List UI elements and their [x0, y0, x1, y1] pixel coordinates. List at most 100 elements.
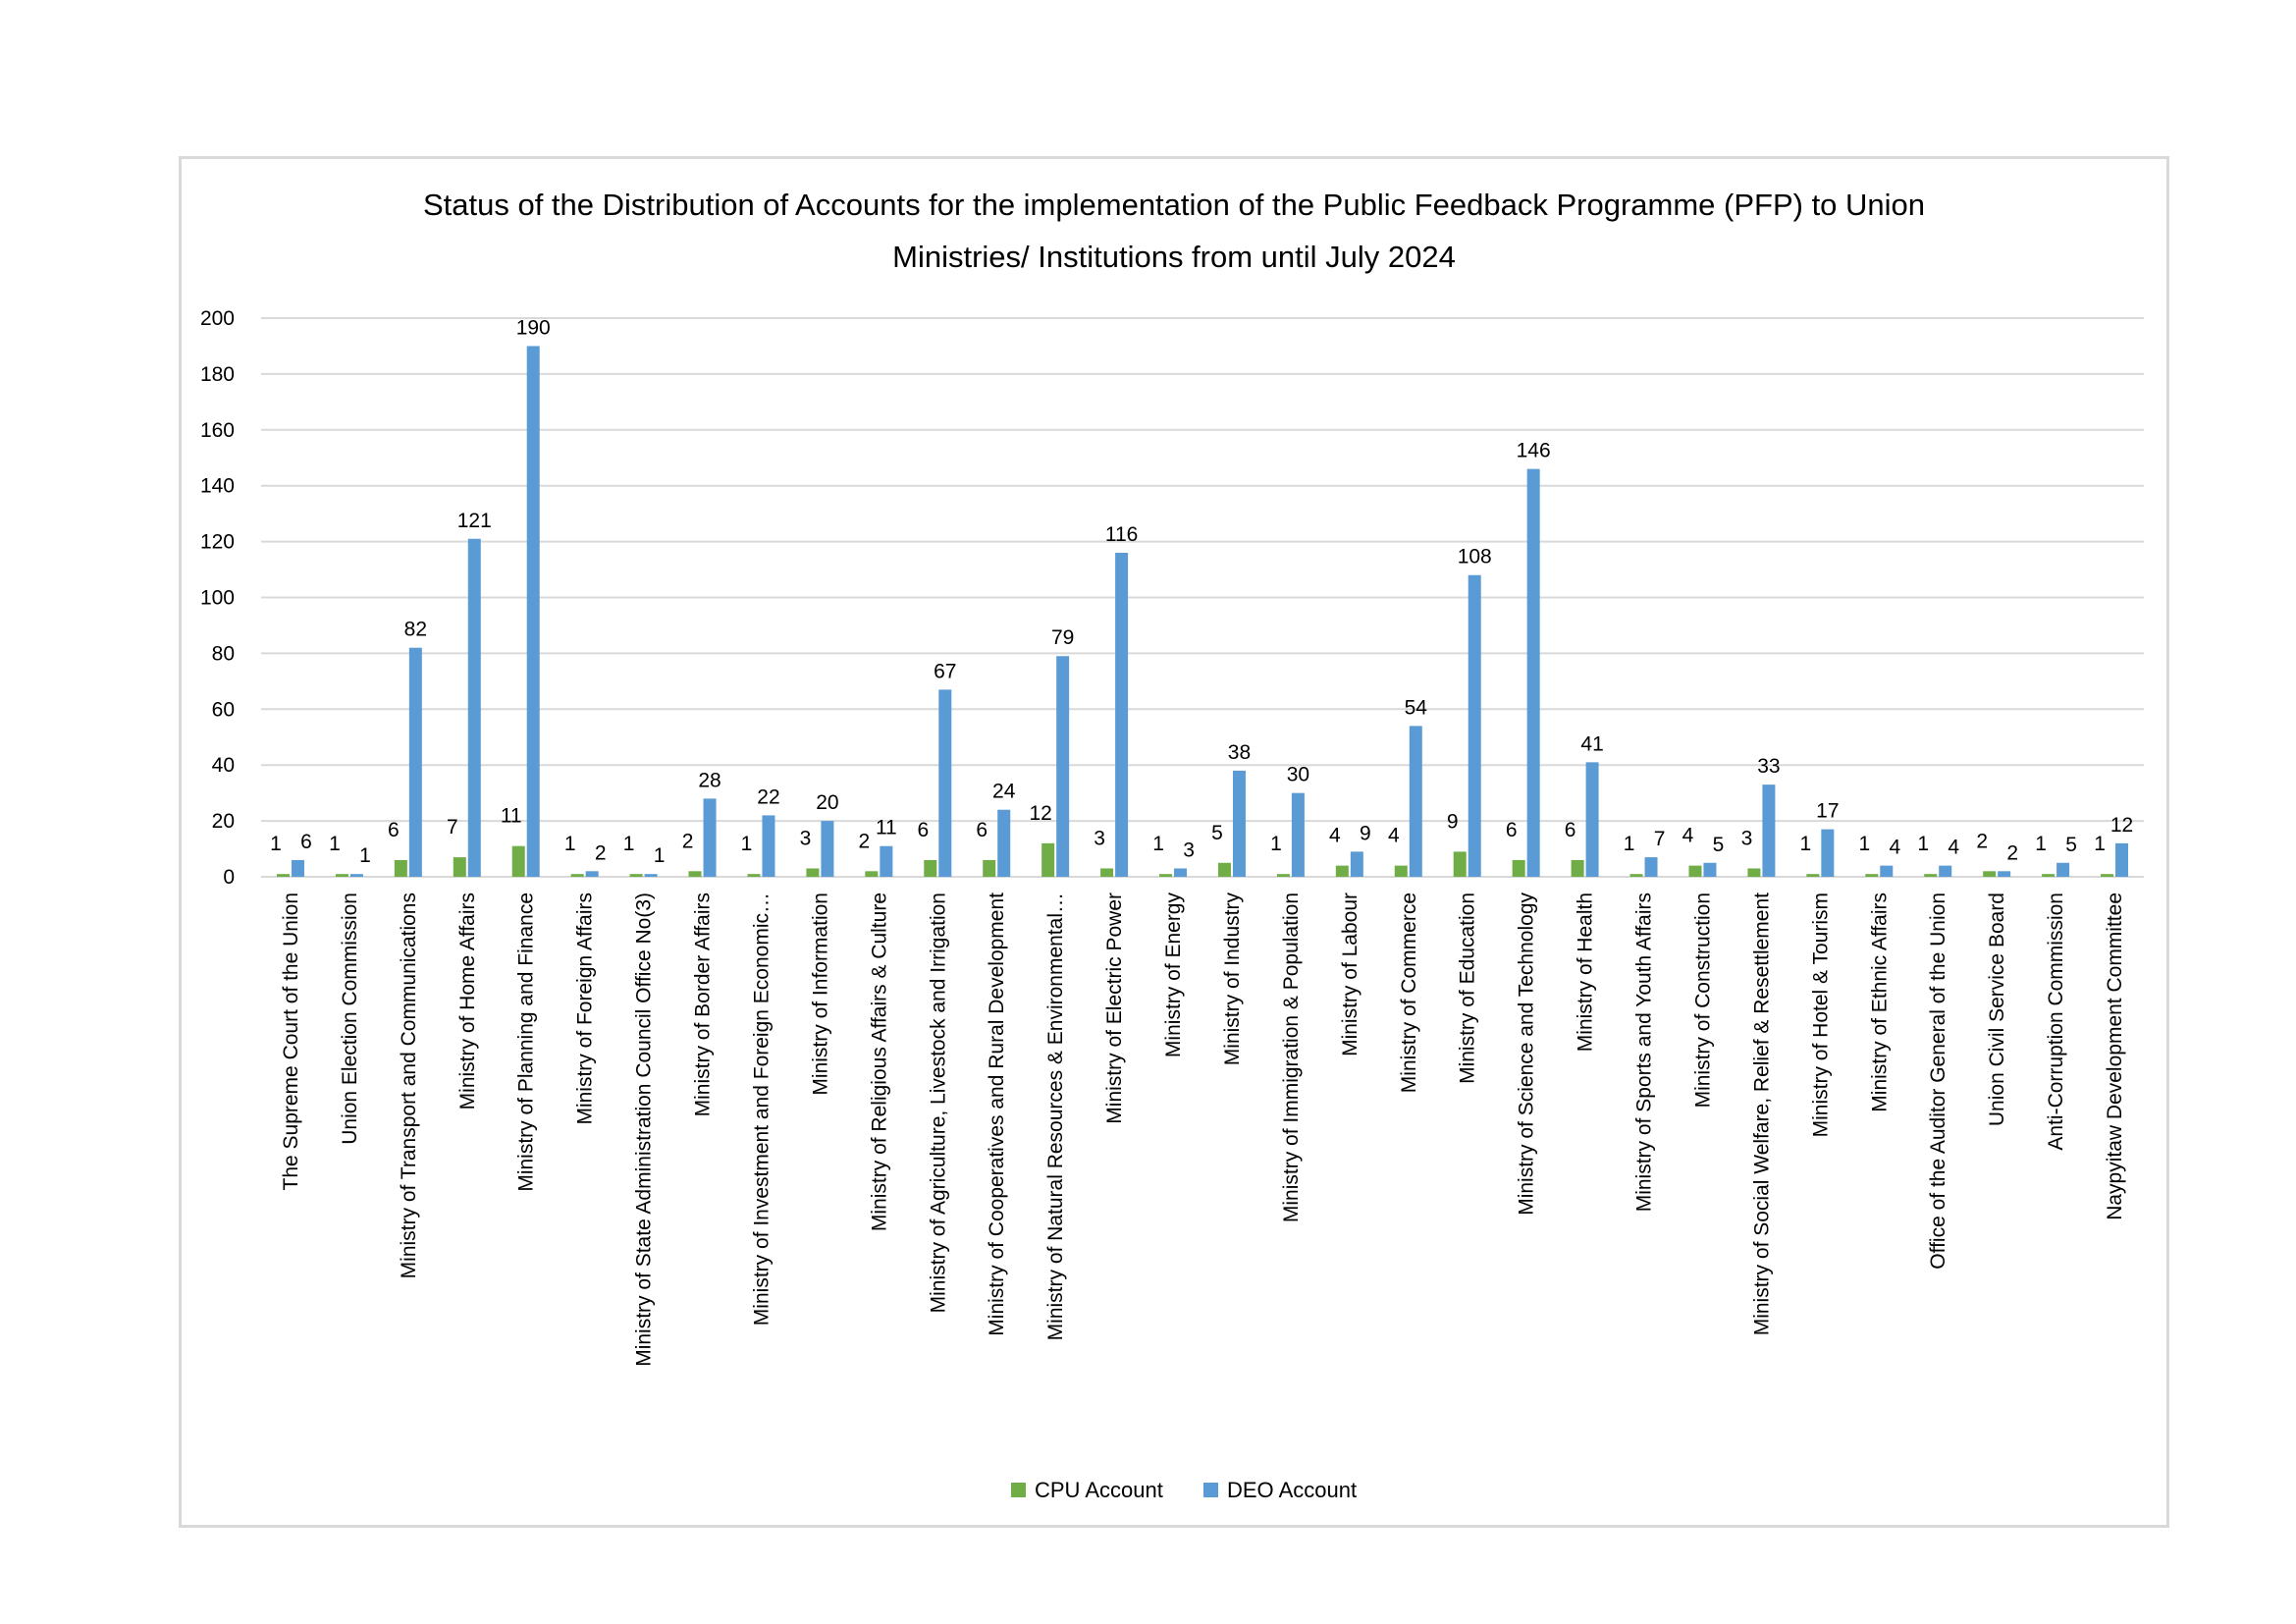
chart-title-line-2: Ministries/ Institutions from until July…	[892, 240, 1456, 274]
bar-cpu	[1571, 859, 1584, 877]
data-label-deo: 108	[1458, 546, 1492, 568]
data-label-cpu: 1	[1624, 833, 1635, 855]
data-label-deo: 54	[1405, 696, 1428, 719]
bars	[276, 346, 2129, 877]
data-label-deo: 20	[816, 791, 838, 814]
data-label-deo: 5	[2065, 834, 2077, 856]
data-label-cpu: 6	[1506, 819, 1518, 841]
bar-deo	[880, 845, 893, 877]
data-label-cpu: 1	[1152, 833, 1164, 855]
bar-deo	[1880, 865, 1894, 877]
data-label-cpu: 1	[2035, 833, 2047, 855]
bar-cpu	[688, 871, 702, 877]
data-label-cpu: 1	[1270, 833, 1282, 855]
data-label-cpu: 1	[1917, 833, 1929, 855]
bar-cpu	[1453, 851, 1467, 877]
category-label: Ministry of Commerce	[1398, 893, 1420, 1093]
data-label-cpu: 6	[1565, 819, 1576, 841]
category-label: Ministry of Planning and Finance	[515, 893, 538, 1192]
data-label-deo: 4	[1889, 837, 1900, 859]
bar-deo	[1998, 871, 2011, 877]
bar-deo	[938, 689, 952, 877]
category-label: Ministry of Construction	[1691, 893, 1714, 1108]
category-label: Ministry of Transport and Communications	[398, 893, 420, 1278]
data-label-cpu: 1	[564, 833, 576, 855]
legend: CPU Account DEO Account	[1011, 1478, 1357, 1502]
y-tick-label: 60	[212, 698, 235, 721]
y-tick-label: 100	[200, 587, 235, 610]
category-label: Ministry of Social Welfare, Relief & Res…	[1750, 893, 1773, 1335]
bar-deo	[467, 538, 481, 877]
chart-frame: Status of the Distribution of Accounts f…	[179, 156, 2169, 1528]
category-label: Anti-Corruption Commission	[2045, 893, 2067, 1151]
data-label-deo: 22	[757, 785, 779, 808]
category-label: Ministry of Cooperatives and Rural Devel…	[986, 893, 1008, 1336]
data-label-cpu: 3	[1094, 827, 1105, 849]
y-tick-label: 200	[200, 307, 235, 330]
bar-cpu	[1041, 842, 1055, 877]
bar-cpu	[1747, 868, 1761, 877]
data-label-cpu: 1	[623, 833, 635, 855]
category-label: Naypyitaw Development Committee	[2104, 893, 2126, 1220]
bar-cpu	[2101, 874, 2114, 877]
data-label-deo: 1	[359, 844, 371, 867]
data-label-deo: 7	[1654, 828, 1666, 850]
category-label: Ministry of Ethnic Affairs	[1868, 893, 1891, 1112]
category-label: Ministry of Sports and Youth Affairs	[1633, 893, 1656, 1212]
bar-cpu	[335, 874, 348, 877]
data-label-deo: 2	[595, 841, 607, 864]
data-label-cpu: 1	[2094, 833, 2106, 855]
bar-deo	[703, 798, 717, 877]
data-label-cpu: 1	[329, 833, 341, 855]
bar-deo	[1174, 868, 1188, 877]
bar-deo	[1821, 829, 1835, 877]
data-label-cpu: 3	[1741, 827, 1753, 849]
data-label-cpu: 9	[1447, 810, 1459, 833]
bar-deo	[997, 809, 1011, 877]
category-label: Ministry of Religious Affairs & Culture	[868, 893, 890, 1231]
gridlines	[261, 317, 2144, 878]
category-label: Ministry of Information	[809, 893, 831, 1096]
data-label-deo: 4	[1948, 837, 1959, 859]
data-label-cpu: 2	[1976, 830, 1988, 852]
bar-cpu	[1159, 874, 1173, 877]
bar-cpu	[1688, 865, 1702, 877]
data-label-deo: 121	[457, 510, 492, 532]
data-label-cpu: 1	[1800, 833, 1812, 855]
bar-deo	[762, 815, 775, 877]
bar-cpu	[629, 874, 643, 877]
legend-label-cpu: CPU Account	[1035, 1478, 1163, 1502]
data-label-deo: 5	[1713, 834, 1725, 856]
chart-title-line-1: Status of the Distribution of Accounts f…	[423, 188, 1925, 222]
y-axis-tick-labels: 0 20 40 60 80 100 120 140 160 180 200	[200, 307, 235, 889]
bar-deo	[1115, 552, 1129, 877]
category-label: Ministry of State Administration Council…	[633, 893, 656, 1367]
category-label: Office of the Auditor General of the Uni…	[1927, 893, 1949, 1270]
category-label: Ministry of Natural Resources & Environm…	[1044, 893, 1067, 1340]
data-label-cpu: 5	[1211, 822, 1223, 844]
bar-deo	[1526, 468, 1540, 877]
bar-deo	[1468, 574, 1481, 877]
data-label-deo: 190	[516, 316, 551, 339]
bar-deo	[1644, 857, 1658, 877]
data-label-cpu: 3	[800, 827, 812, 849]
bar-deo	[1056, 656, 1070, 877]
category-label: Ministry of Foreign Affairs	[574, 893, 597, 1125]
bar-deo	[526, 346, 540, 877]
y-tick-label: 140	[200, 475, 235, 498]
bar-deo	[2056, 862, 2070, 877]
data-label-cpu: 6	[917, 819, 929, 841]
bar-deo	[644, 874, 658, 877]
y-tick-label: 0	[223, 866, 235, 889]
category-label: Ministry of Border Affairs	[692, 893, 715, 1116]
category-label: Ministry of Hotel & Tourism	[1809, 893, 1832, 1137]
data-label-deo: 17	[1816, 800, 1839, 823]
category-label: Ministry of Education	[1457, 893, 1479, 1084]
bar-cpu	[747, 874, 761, 877]
legend-swatch-cpu	[1011, 1483, 1026, 1497]
bar-cpu	[865, 871, 879, 877]
data-label-deo: 82	[404, 619, 427, 641]
bar-cpu	[2042, 874, 2056, 877]
bar-cpu	[1806, 874, 1820, 877]
